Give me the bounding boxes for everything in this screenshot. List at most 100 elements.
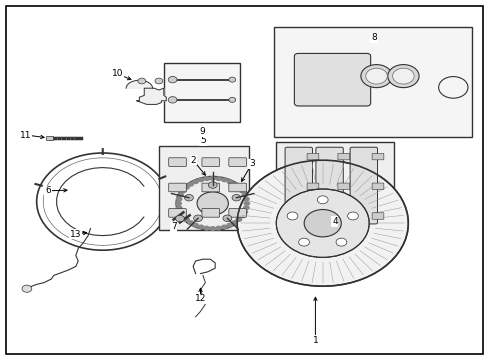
FancyBboxPatch shape <box>306 153 318 160</box>
Bar <box>276 142 393 230</box>
Circle shape <box>155 78 163 84</box>
Circle shape <box>226 179 233 184</box>
Circle shape <box>347 212 358 220</box>
Circle shape <box>304 210 341 237</box>
FancyBboxPatch shape <box>306 183 318 190</box>
Circle shape <box>238 188 245 193</box>
Circle shape <box>231 182 238 187</box>
Circle shape <box>226 222 233 228</box>
Circle shape <box>221 225 227 230</box>
Text: 2: 2 <box>190 156 196 165</box>
Circle shape <box>197 192 228 215</box>
Bar <box>273 27 471 137</box>
Circle shape <box>175 205 182 210</box>
Circle shape <box>183 185 190 190</box>
Circle shape <box>241 192 248 197</box>
Circle shape <box>241 210 248 215</box>
Circle shape <box>231 220 238 225</box>
Circle shape <box>392 68 413 84</box>
Circle shape <box>243 197 249 202</box>
FancyBboxPatch shape <box>337 153 349 160</box>
Circle shape <box>168 76 177 83</box>
Text: 13: 13 <box>70 230 81 239</box>
Circle shape <box>223 215 231 221</box>
Circle shape <box>176 176 249 230</box>
Circle shape <box>232 194 241 201</box>
Circle shape <box>180 213 186 219</box>
Circle shape <box>209 176 216 181</box>
FancyBboxPatch shape <box>337 183 349 190</box>
FancyBboxPatch shape <box>202 183 219 192</box>
Circle shape <box>197 177 204 182</box>
Circle shape <box>276 189 368 257</box>
Circle shape <box>235 185 242 190</box>
Circle shape <box>203 176 210 181</box>
FancyBboxPatch shape <box>294 53 370 106</box>
Circle shape <box>365 68 386 84</box>
Circle shape <box>209 226 216 231</box>
Circle shape <box>238 213 245 219</box>
Circle shape <box>298 238 309 246</box>
Circle shape <box>22 285 32 292</box>
Bar <box>159 146 249 230</box>
Circle shape <box>177 210 183 215</box>
FancyBboxPatch shape <box>371 153 383 160</box>
Circle shape <box>221 177 227 182</box>
Circle shape <box>235 217 242 222</box>
FancyBboxPatch shape <box>168 208 186 217</box>
Circle shape <box>237 160 407 286</box>
Circle shape <box>228 97 235 102</box>
Circle shape <box>215 226 222 231</box>
Bar <box>163 63 239 122</box>
Circle shape <box>180 188 186 193</box>
Circle shape <box>183 217 190 222</box>
Text: 11: 11 <box>20 131 32 140</box>
FancyBboxPatch shape <box>315 147 343 224</box>
Circle shape <box>138 78 145 84</box>
Text: 4: 4 <box>331 217 337 226</box>
Polygon shape <box>137 88 166 104</box>
Circle shape <box>184 194 193 201</box>
Text: 7: 7 <box>170 222 176 231</box>
FancyBboxPatch shape <box>228 158 246 166</box>
Circle shape <box>175 215 184 222</box>
FancyBboxPatch shape <box>371 183 383 190</box>
FancyBboxPatch shape <box>349 147 377 224</box>
Circle shape <box>177 192 183 197</box>
Text: 1: 1 <box>312 336 318 345</box>
Circle shape <box>228 77 235 82</box>
Circle shape <box>286 212 297 220</box>
Circle shape <box>193 215 202 221</box>
FancyBboxPatch shape <box>228 183 246 192</box>
Circle shape <box>243 205 249 210</box>
Circle shape <box>208 182 217 188</box>
Text: 5: 5 <box>200 136 205 145</box>
FancyBboxPatch shape <box>285 147 312 224</box>
Circle shape <box>187 220 194 225</box>
FancyBboxPatch shape <box>168 183 186 192</box>
FancyBboxPatch shape <box>228 208 246 217</box>
Text: 12: 12 <box>194 294 206 303</box>
Circle shape <box>215 176 222 181</box>
Circle shape <box>187 182 194 187</box>
FancyBboxPatch shape <box>306 213 318 219</box>
Polygon shape <box>126 80 152 88</box>
FancyBboxPatch shape <box>202 208 219 217</box>
Circle shape <box>175 201 182 206</box>
Bar <box>46 136 53 140</box>
FancyBboxPatch shape <box>371 213 383 219</box>
Circle shape <box>360 64 391 87</box>
FancyBboxPatch shape <box>337 213 349 219</box>
Text: 8: 8 <box>370 33 376 42</box>
Text: 10: 10 <box>111 69 123 78</box>
FancyBboxPatch shape <box>202 158 219 166</box>
Circle shape <box>175 197 182 202</box>
Circle shape <box>317 196 327 204</box>
Text: 9: 9 <box>199 127 204 136</box>
Circle shape <box>192 179 199 184</box>
Text: 6: 6 <box>45 186 51 195</box>
Circle shape <box>197 225 204 230</box>
Circle shape <box>387 64 418 87</box>
Circle shape <box>203 226 210 231</box>
Circle shape <box>243 201 250 206</box>
